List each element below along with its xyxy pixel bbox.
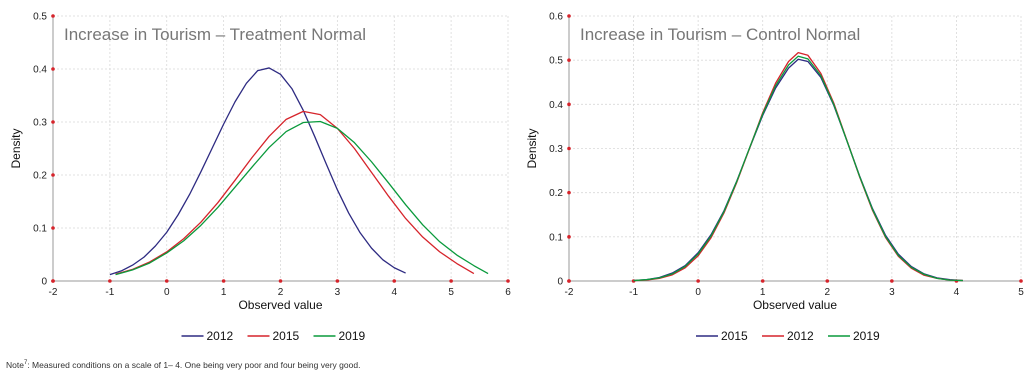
x-tick-label: -1	[629, 287, 638, 298]
y-tick-label: 0.1	[33, 224, 47, 235]
x-tick-label: 3	[335, 287, 341, 298]
series-line-2019	[115, 120, 489, 276]
x-tick-label: 1	[221, 287, 227, 298]
x-tick-label: 5	[1018, 287, 1024, 298]
x-tick-label: -2	[565, 287, 574, 298]
x-tick-marker	[1019, 279, 1023, 283]
x-tick-marker	[221, 279, 226, 283]
y-tick-label: 0.5	[33, 12, 47, 23]
legend-label: 2019	[339, 329, 366, 343]
legend-label: 2012	[787, 329, 814, 343]
x-tick-label: -2	[49, 287, 58, 298]
legend-label: 2015	[721, 329, 748, 343]
y-tick-marker	[567, 279, 571, 283]
footnote-text: : Measured conditions on a scale of 1– 4…	[27, 360, 361, 370]
footnote: Note7: Measured conditions on a scale of…	[6, 360, 360, 370]
x-tick-marker	[890, 279, 894, 283]
x-tick-label: 4	[391, 287, 397, 298]
y-tick-marker	[567, 235, 571, 239]
x-tick-label: 5	[448, 287, 454, 298]
x-axis-label: Observed value	[753, 298, 837, 312]
x-tick-marker	[278, 279, 283, 283]
x-tick-label: 2	[825, 287, 831, 298]
x-tick-label: 3	[889, 287, 895, 298]
y-tick-marker	[51, 120, 55, 124]
x-axis-label: Observed value	[238, 298, 322, 312]
y-tick-label: 0.6	[549, 12, 563, 23]
y-tick-marker	[51, 226, 55, 230]
legend-label: 2012	[207, 329, 234, 343]
y-tick-label: 0.4	[549, 100, 563, 111]
x-tick-marker	[164, 279, 169, 283]
x-tick-marker	[108, 279, 112, 283]
series-line-2015	[115, 110, 475, 275]
y-tick-marker	[51, 173, 55, 177]
series-line-2019	[633, 55, 963, 282]
x-tick-label: 0	[164, 287, 170, 298]
footnote-prefix: Note	[6, 360, 24, 370]
series-line-2012	[109, 67, 406, 276]
y-tick-label: 0	[557, 277, 563, 288]
x-tick-label: 1	[760, 287, 766, 298]
x-tick-marker	[392, 279, 397, 283]
y-tick-marker	[567, 102, 571, 107]
y-tick-marker	[51, 279, 55, 283]
legend-label: 2019	[853, 329, 880, 343]
y-tick-marker	[567, 14, 571, 18]
y-tick-marker	[567, 146, 571, 151]
chart-panel-1: -2 -1 0 1 2 3 4 5 6 0 0.1 0.2 0.3 0.4 0.5 Increase in T…	[9, 12, 511, 344]
x-tick-marker	[760, 279, 765, 283]
y-tick-marker	[567, 190, 571, 195]
y-axis-label: Density	[9, 128, 23, 168]
y-axis-label: Density	[525, 128, 539, 168]
x-tick-marker	[335, 279, 340, 283]
x-tick-marker	[825, 279, 830, 283]
y-tick-marker	[51, 67, 55, 71]
y-tick-label: 0	[41, 277, 47, 288]
x-tick-label: 6	[505, 287, 511, 298]
chart-title: Increase in Tourism – Treatment Normal	[64, 25, 366, 44]
x-tick-marker	[449, 279, 453, 283]
chart-panel-2: -2 -1 0 1 2 3 4 5 0 0.1 0.2 0.3 0.4 0.5 0.6 Increase in…	[525, 12, 1024, 344]
y-tick-label: 0.5	[549, 56, 563, 67]
y-tick-label: 0.1	[549, 232, 563, 243]
series-line-2015	[633, 58, 963, 282]
x-tick-marker	[696, 279, 700, 283]
y-tick-label: 0.2	[549, 188, 563, 199]
legend-label: 2015	[273, 329, 300, 343]
series-line-2012	[633, 52, 963, 282]
y-tick-label: 0.2	[33, 171, 47, 182]
x-tick-label: 4	[954, 287, 960, 298]
x-tick-label: 0	[695, 287, 701, 298]
y-tick-label: 0.3	[549, 144, 563, 155]
y-tick-marker	[51, 14, 55, 18]
x-tick-label: 2	[278, 287, 284, 298]
x-tick-marker	[506, 279, 510, 283]
footnote-marker: 7	[23, 360, 28, 367]
y-tick-label: 0.4	[33, 65, 47, 76]
y-tick-marker	[567, 58, 571, 62]
x-tick-label: -1	[105, 287, 114, 298]
y-tick-label: 0.3	[33, 118, 47, 129]
chart-title: Increase in Tourism – Control Normal	[580, 25, 860, 44]
